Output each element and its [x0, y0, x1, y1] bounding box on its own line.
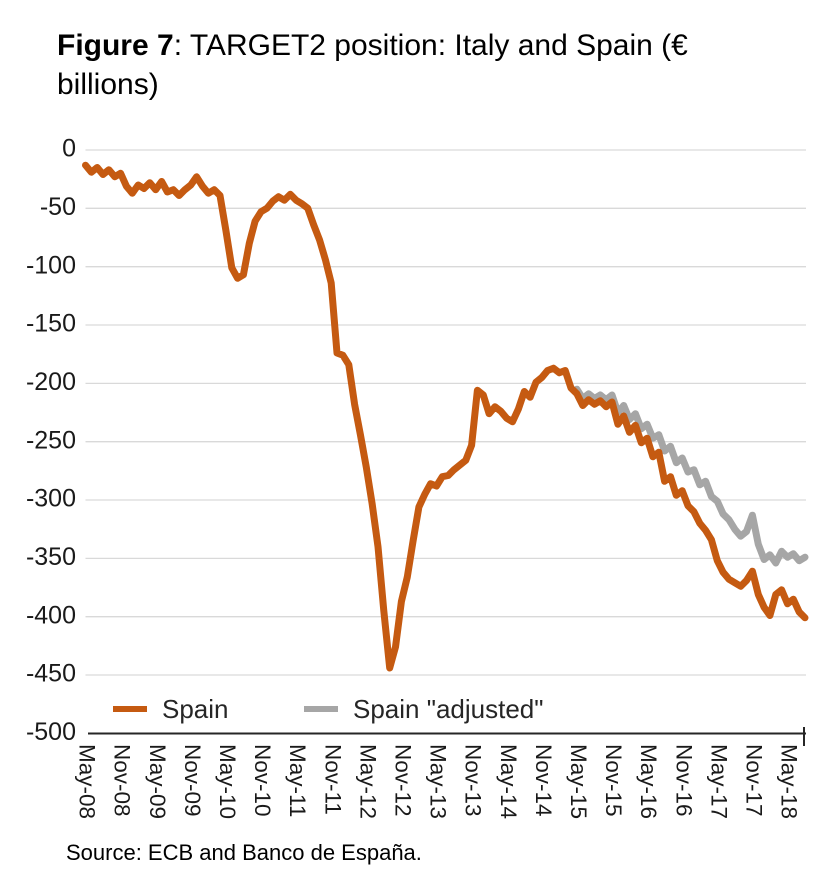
- y-tick-label: -100: [26, 251, 76, 279]
- y-tick-label: -150: [26, 310, 76, 338]
- x-tick-label: May-18: [777, 744, 802, 819]
- x-tick-label: Nov-14: [531, 744, 556, 817]
- x-tick-label: May-16: [636, 744, 661, 819]
- legend-item-spain: Spain: [113, 694, 229, 724]
- x-tick-label: Nov-13: [461, 744, 486, 817]
- y-tick-label: -200: [26, 368, 76, 396]
- x-tick-label: Nov-08: [110, 744, 135, 817]
- x-tick-label: Nov-17: [741, 744, 766, 817]
- legend-label-spain: Spain: [162, 693, 229, 724]
- y-tick-label: -400: [26, 601, 76, 629]
- spain-adjusted-line: [573, 385, 809, 567]
- y-tick-label: -450: [26, 660, 76, 688]
- x-tick-label: Nov-10: [250, 744, 275, 817]
- x-tick-label: May-13: [426, 744, 451, 819]
- y-tick-label: -300: [26, 485, 76, 513]
- legend-item-spain-adjusted: Spain "adjusted": [304, 694, 543, 724]
- x-tick-label: Nov-15: [601, 744, 626, 817]
- figure-title-text-line2: billions): [57, 68, 159, 101]
- x-tick-label: May-15: [566, 744, 591, 819]
- spain-adjusted-line-swatch: [304, 706, 338, 712]
- x-tick-label: May-09: [145, 744, 170, 819]
- source-note: Source: ECB and Banco de España.: [66, 840, 422, 865]
- y-tick-label: -250: [26, 426, 76, 454]
- x-tick-label: May-12: [355, 744, 380, 819]
- x-axis-labels: May-08 Nov-08 May-09 Nov-09 May-10 Nov-10 May-…: [75, 744, 802, 819]
- y-axis-labels: 0 -50 -100 -150 -200 -250 -300 -350 -400 -450 -500: [26, 135, 76, 746]
- figure-number: Figure 7: [57, 29, 174, 62]
- x-tick-label: Nov-11: [320, 744, 345, 815]
- y-tick-label: -350: [26, 543, 76, 571]
- x-tick-label: May-14: [496, 744, 521, 819]
- x-tick-label: Nov-12: [390, 744, 415, 817]
- y-tick-label: -50: [40, 193, 76, 221]
- figure-title: Figure 7: TARGET2 position: Italy and Sp…: [57, 26, 787, 104]
- y-tick-label: -500: [26, 718, 76, 746]
- x-tick-label: Nov-09: [180, 744, 205, 817]
- x-tick-label: May-17: [706, 744, 731, 819]
- legend-label-spain-adjusted: Spain "adjusted": [353, 693, 544, 724]
- figure-title-text: : TARGET2 position: Italy and Spain (€: [173, 29, 688, 62]
- gridlines: [85, 149, 806, 676]
- spain-line-swatch: [113, 706, 147, 712]
- y-tick-label: 0: [62, 135, 76, 163]
- x-tick-label: May-08: [75, 744, 100, 819]
- x-tick-label: Nov-16: [671, 744, 696, 817]
- x-tick-label: May-10: [215, 744, 240, 819]
- x-tick-label: May-11: [285, 744, 310, 817]
- spain-line: [82, 161, 809, 672]
